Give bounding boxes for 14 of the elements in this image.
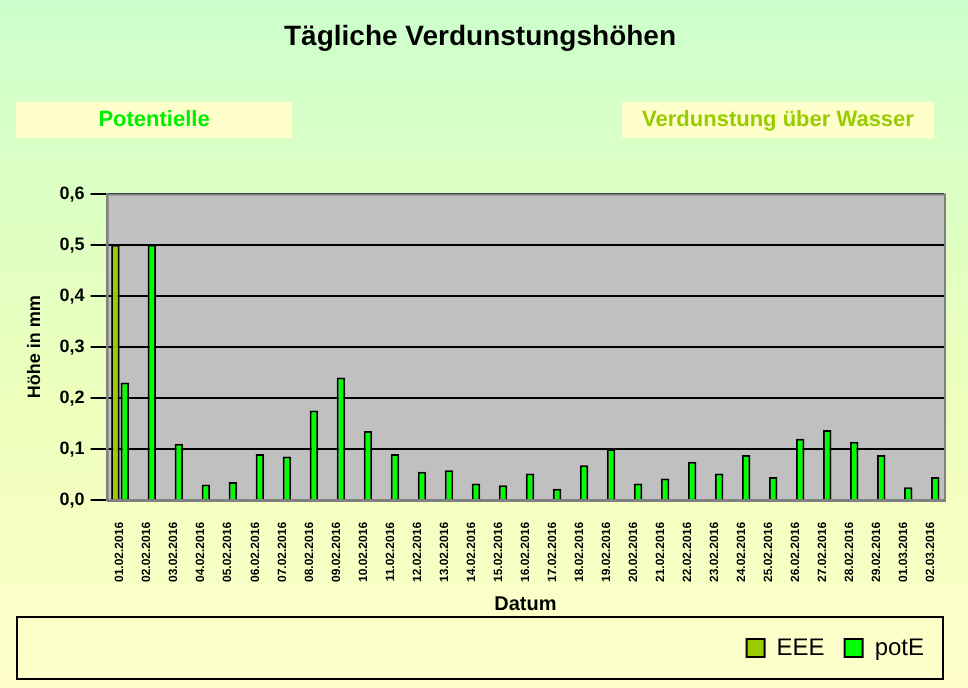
y-tick-label: 0,2: [59, 386, 85, 407]
legend-label: EEE: [776, 632, 825, 661]
chart-title: Tägliche Verdunstungshöhen: [283, 18, 677, 51]
y-tick-label: 0,5: [59, 233, 85, 254]
text: Verdunstung über Wasser: [642, 108, 916, 133]
y-tick-label: 0,1: [59, 437, 85, 458]
y-axis-title: Höhe in mm: [23, 295, 44, 399]
y-tick-label: 0,3: [59, 335, 85, 356]
legend-label: potE: [874, 632, 924, 661]
text: Potentielle: [98, 108, 210, 133]
y-tick-label: 0,4: [59, 284, 85, 305]
y-tick-label: 0,6: [59, 182, 85, 203]
y-tick-label: 0,0: [59, 488, 85, 509]
x-axis-title: Datum: [494, 593, 557, 616]
